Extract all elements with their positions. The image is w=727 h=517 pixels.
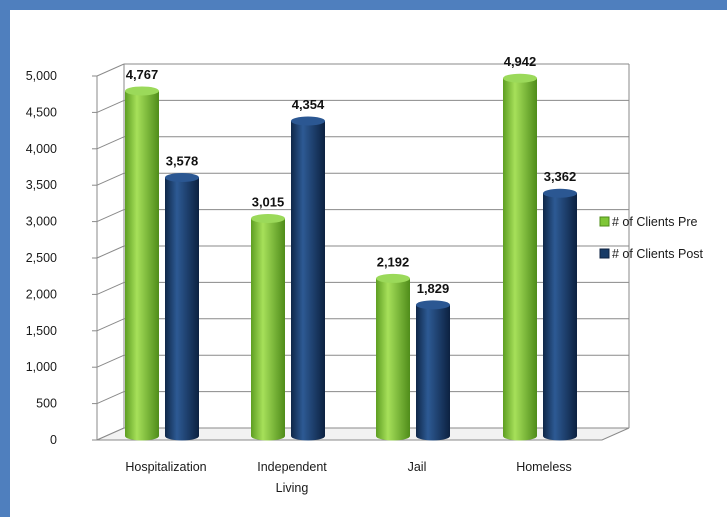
bar-pre-independent-living-top [251,214,285,224]
gridline-side [96,99,125,113]
legend-label: # of Clients Post [612,247,704,261]
bar-chart: 0 500 1,000 1,500 2,000 2,500 3,000 3,500 4,000 4… [26,54,704,495]
y-tick-label: 1,000 [26,360,57,374]
bar-post-hospitalization-top [165,173,199,183]
x-tick-label: Independent [257,460,327,474]
bar-pre-independent-living [251,218,285,441]
y-tick-label: 2,500 [26,251,57,265]
gridline-side [96,136,125,150]
gridline-side [96,172,125,186]
legend-swatch [599,216,610,227]
gridline-side [96,281,125,295]
bar-pre-homeless [503,78,537,441]
data-label: 1,829 [417,281,450,296]
y-tick-label: 500 [36,397,57,411]
y-tick-label: 5,000 [26,69,57,83]
y-tick-label: 4,000 [26,142,57,156]
y-tick-label: 1,500 [26,324,57,338]
bar-post-hospitalization [165,177,199,441]
bar-post-homeless [543,193,577,441]
gridline-side [96,63,125,77]
bar-post-independent-living-top [291,116,325,126]
x-tick-label: Hospitalization [125,460,206,474]
y-tick-label: 0 [50,433,57,447]
gridline-side [96,391,125,405]
bar-pre-jail-top [376,273,410,283]
data-label: 4,942 [504,54,537,69]
bar-post-independent-living [291,121,325,441]
chart-frame: 0 500 1,000 1,500 2,000 2,500 3,000 3,500 4,000 4… [10,10,727,517]
bar-post-jail-top [416,300,450,310]
legend-label: # of Clients Pre [612,215,698,229]
data-label: 4,767 [126,67,159,82]
bar-post-jail [416,304,450,441]
y-tick-label: 3,500 [26,178,57,192]
gridline-side [96,318,125,332]
bar-pre-homeless-top [503,73,537,83]
data-label: 3,578 [166,154,199,169]
y-tick-label: 2,000 [26,287,57,301]
y-tick-label: 3,000 [26,215,57,229]
data-label: 2,192 [377,254,410,269]
bar-pre-hospitalization [125,90,159,441]
legend-swatch [599,248,610,259]
gridline-side [96,209,125,223]
bar-post-homeless-top [543,188,577,198]
bar-pre-jail [376,278,410,441]
data-label: 3,015 [252,195,285,210]
x-tick-label: Living [276,481,309,495]
gridline-side [96,245,125,259]
bar-pre-hospitalization-top [125,86,159,96]
data-label: 3,362 [544,169,577,184]
gridline-side [96,354,125,368]
x-tick-label: Jail [408,460,427,474]
y-tick-label: 4,500 [26,105,57,119]
x-tick-label: Homeless [516,460,572,474]
data-label: 4,354 [292,97,325,112]
